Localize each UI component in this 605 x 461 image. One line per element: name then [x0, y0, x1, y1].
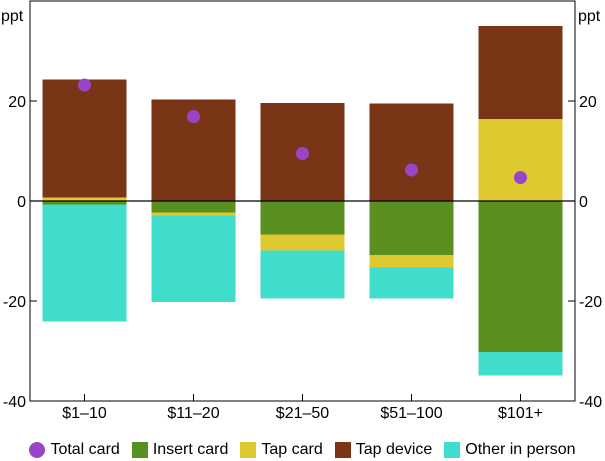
total-card-point-3: [405, 163, 418, 177]
y-tick-label-left: -40: [3, 394, 26, 411]
bars: $1–10 $11–20 $21–50 $51–100 $101+: [42, 26, 563, 422]
bar-insert-card-0: [42, 201, 127, 205]
legend-label-insert-card: Insert card: [152, 440, 229, 458]
x-tick-label: $51–100: [380, 405, 442, 422]
total-card-dots: [78, 78, 527, 184]
y-tick-label-right: -20: [579, 294, 602, 311]
bar-other-in-person-3: [369, 267, 454, 299]
y-tick-label-right: 20: [579, 94, 597, 111]
total-card-point-4: [514, 171, 527, 184]
y-tick-label-left: 20: [8, 94, 26, 111]
y-tick-label-right: 0: [579, 194, 588, 211]
bar-tap-device-3: [369, 103, 454, 201]
y-tick-label-left: 0: [17, 194, 26, 211]
bar-tap-card-2: [260, 234, 345, 251]
x-tick-label: $11–20: [167, 405, 219, 422]
ticks: -40 -40 -20 -20 0 0 20 20: [3, 94, 602, 411]
bar-other-in-person-0: [42, 204, 127, 322]
bar-tap-device-4: [478, 26, 563, 119]
bar-insert-card-4: [478, 201, 563, 352]
legend-swatch-insert-card: [131, 441, 148, 458]
legend-label-other-in-person: Other in person: [465, 440, 576, 458]
x-tick-label: $1–10: [62, 405, 107, 422]
x-tick-label: $21–50: [276, 405, 329, 422]
legend-item-insert-card: Insert card: [131, 440, 229, 459]
right-unit-label: ppt: [578, 8, 601, 25]
bar-tap-card-1: [151, 212, 236, 216]
bar-other-in-person-4: [478, 352, 563, 376]
bar-insert-card-2: [260, 201, 345, 235]
bar-tap-device-0: [42, 79, 127, 198]
legend-label-tap-device: Tap device: [355, 440, 433, 458]
bar-insert-card-3: [369, 201, 454, 255]
total-card-point-1: [187, 110, 200, 123]
bar-other-in-person-2: [260, 250, 345, 299]
x-tick-label: $101+: [498, 405, 543, 422]
bar-other-in-person-1: [151, 215, 236, 302]
total-card-point-2: [296, 147, 309, 160]
legend-item-tap-card: Tap card: [240, 440, 323, 459]
legend-item-tap-device: Tap device: [334, 440, 433, 459]
legend-swatch-tap-card: [240, 441, 257, 458]
chart: $1–10 $11–20 $21–50 $51–100 $101+ -40 -40-20-…: [1, 0, 602, 422]
legend-swatch-tap-device: [334, 441, 351, 458]
y-tick-label-left: -20: [3, 294, 26, 311]
bar-insert-card-1: [151, 201, 236, 213]
total-card-point-0: [78, 78, 91, 92]
legend: Total card Insert card Tap card Tap devi…: [0, 438, 605, 461]
bar-tap-card-4: [478, 119, 563, 201]
legend-item-other-in-person: Other in person: [444, 440, 576, 459]
left-unit-label: ppt: [1, 8, 24, 25]
bar-tap-card-0: [42, 197, 127, 201]
legend-label-total-card: Total card: [50, 440, 120, 458]
legend-item-total-card: Total card: [29, 440, 120, 459]
legend-label-tap-card: Tap card: [261, 440, 323, 458]
legend-swatch-other-in-person: [444, 441, 461, 458]
bar-tap-card-3: [369, 255, 454, 268]
y-tick-label-right: -40: [579, 394, 602, 411]
legend-swatch-total-card: [29, 441, 46, 458]
